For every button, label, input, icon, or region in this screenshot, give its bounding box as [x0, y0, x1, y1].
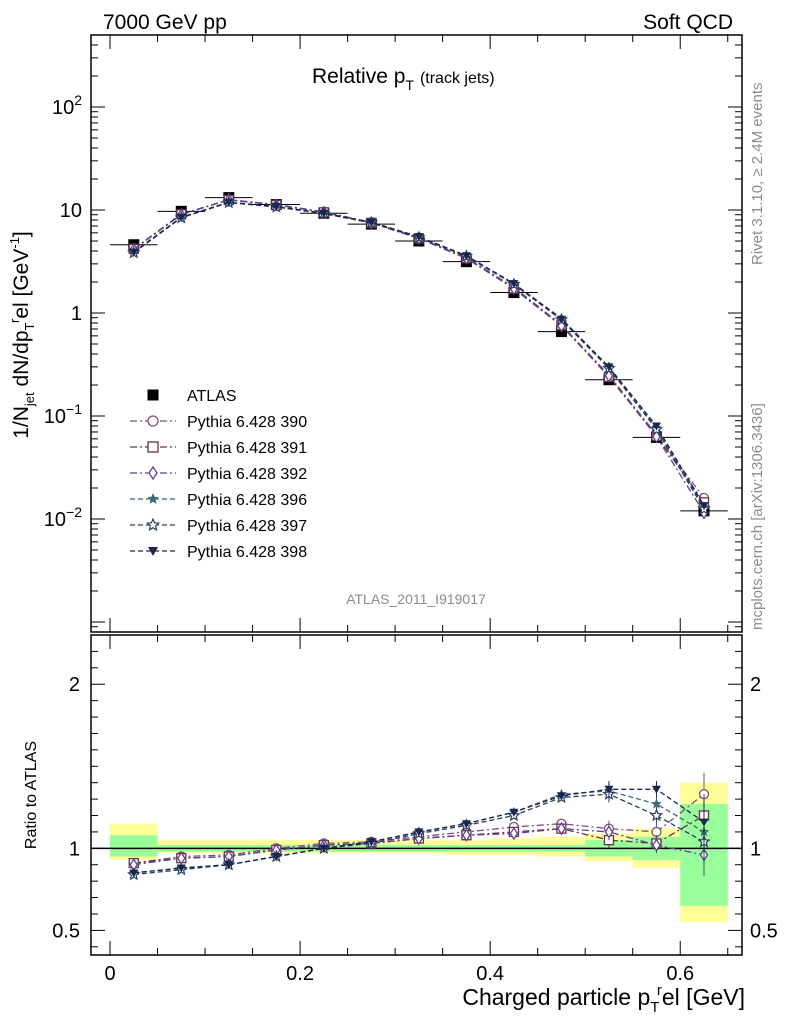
main-title: Relative pT (track jets) [312, 65, 495, 93]
rivet-label: Rivet 3.1.10, ≥ 2.4M events [749, 83, 766, 266]
header-left: 7000 GeV pp [103, 11, 227, 34]
legend-item-c398: Pythia 6.428 398 [130, 544, 307, 561]
ratio-point-c398 [224, 861, 234, 870]
x-tick-label: 0.4 [476, 963, 504, 985]
ratio-y-tick-label-right: 2 [750, 674, 761, 696]
main-y-tick-label: 10−1 [44, 401, 82, 428]
legend-label-c390: Pythia 6.428 390 [187, 414, 307, 431]
main-y-tick-label: 10 [60, 200, 82, 222]
main-plot-frame [90, 34, 743, 633]
main-y-tick-label: 1 [71, 303, 82, 325]
data-point-c392 [604, 369, 614, 383]
svg-text:1/Njet dN/dpTrel [GeV-1]: 1/Njet dN/dpTrel [GeV-1] [7, 231, 37, 439]
legend-label-c392: Pythia 6.428 392 [187, 466, 307, 483]
legend-label-c397: Pythia 6.428 397 [187, 518, 307, 535]
x-axis-label: Charged particle pTrel [GeV] [462, 982, 745, 1016]
ratio-point-c398 [129, 869, 139, 878]
uncertainty-band-stat [110, 835, 158, 857]
x-tick-label: 0.2 [286, 963, 314, 985]
data-point-c398 [604, 363, 614, 372]
ratio-series-c398 [129, 781, 709, 878]
data-point-c398 [366, 218, 376, 227]
main-y-tick-label: 102 [52, 92, 82, 119]
main-y-axis-label: 1/Njet dN/dpTrel [GeV-1] [7, 231, 37, 439]
ratio-point-c398 [319, 844, 329, 853]
legend-item-c391: Pythia 6.428 391 [130, 440, 307, 457]
data-point-c398 [699, 502, 709, 511]
mcplots-label: mcplots.cern.ch [arXiv:1306.3436] [749, 403, 766, 630]
ratio-plot: 0 0.2 0.4 0.6 0.5 0.5 1 1 2 2 [52, 635, 778, 985]
ratio-point-c392 [557, 821, 566, 836]
data-point-c398 [271, 203, 281, 212]
legend-marker-atlas [147, 389, 159, 401]
ratio-point-c397 [649, 808, 664, 822]
ratio-point-c390 [651, 826, 662, 838]
ratio-point-c398 [699, 818, 709, 827]
legend: ATLAS Pythia 6.428 390 Pythia 6.428 391 Pyt… [130, 388, 307, 561]
svg-text:Ratio to ATLAS: Ratio to ATLAS [23, 741, 40, 849]
data-point-c398 [224, 198, 234, 207]
ratio-y-axis-label: Ratio to ATLAS [23, 741, 40, 849]
legend-marker-c391 [147, 441, 159, 453]
main-plot: 10−2 10−1 1 10 102 [44, 34, 742, 633]
legend-marker-c392 [148, 465, 158, 481]
ratio-plot-frame [90, 634, 743, 956]
data-point-c398 [556, 315, 566, 324]
legend-label-c398: Pythia 6.428 398 [187, 544, 307, 561]
legend-label-c391: Pythia 6.428 391 [187, 440, 307, 457]
ratio-point-c398 [604, 785, 614, 794]
legend-marker-c390 [147, 415, 159, 427]
ratio-point-c398 [651, 785, 661, 794]
ratio-point-c398 [556, 792, 566, 801]
legend-label-c396: Pythia 6.428 396 [187, 492, 307, 509]
data-point-c398 [461, 252, 471, 261]
data-point-c398 [319, 209, 329, 218]
ratio-y-tick-label-right: 1 [750, 838, 761, 860]
ratio-point-c398 [414, 828, 424, 837]
data-point-c392 [652, 429, 661, 444]
ratio-y-tick-label: 2 [69, 674, 80, 696]
main-y-tick-label: 10−2 [44, 504, 82, 531]
ratio-y-tick-label: 1 [69, 838, 80, 860]
ratio-point-c398 [176, 864, 186, 873]
data-point-c398 [414, 233, 424, 242]
ratio-point-c392 [604, 825, 614, 839]
legend-item-c392: Pythia 6.428 392 [130, 465, 307, 483]
ratio-point-c392 [509, 826, 519, 841]
data-point-c398 [651, 422, 661, 431]
legend-marker-c396 [147, 493, 159, 504]
ratio-y-tick-label-right: 0.5 [750, 920, 778, 942]
legend-item-c390: Pythia 6.428 390 [130, 414, 307, 431]
analysis-id: ATLAS_2011_I919017 [346, 591, 486, 607]
legend-item-c396: Pythia 6.428 396 [130, 492, 307, 509]
legend-marker-c397 [145, 517, 161, 532]
ratio-point-c392 [652, 838, 661, 852]
data-point-c398 [509, 280, 519, 289]
main-plot-background [91, 35, 742, 632]
series-c398 [129, 198, 709, 511]
ratio-point-c392 [462, 828, 471, 842]
data-point-c398 [176, 213, 186, 222]
x-tick-label: 0.6 [666, 963, 694, 985]
legend-item-c397: Pythia 6.428 397 [130, 517, 307, 535]
data-point-c398 [129, 248, 139, 257]
svg-text:Charged particle pTrel [GeV]: Charged particle pTrel [GeV] [462, 982, 745, 1016]
ratio-point-c398 [461, 820, 471, 829]
legend-label-atlas: ATLAS [187, 388, 237, 405]
header-right: Soft QCD [643, 11, 733, 34]
ratio-point-c398 [366, 838, 376, 847]
x-tick-label: 0 [104, 963, 115, 985]
ratio-y-tick-label: 0.5 [52, 920, 80, 942]
ratio-point-c398 [271, 853, 281, 862]
ratio-point-c398 [509, 808, 519, 817]
ratio-plot-background [91, 635, 742, 955]
ratio-point-c396 [651, 798, 662, 809]
legend-marker-c398 [148, 547, 158, 556]
legend-item-atlas: ATLAS [147, 388, 237, 405]
